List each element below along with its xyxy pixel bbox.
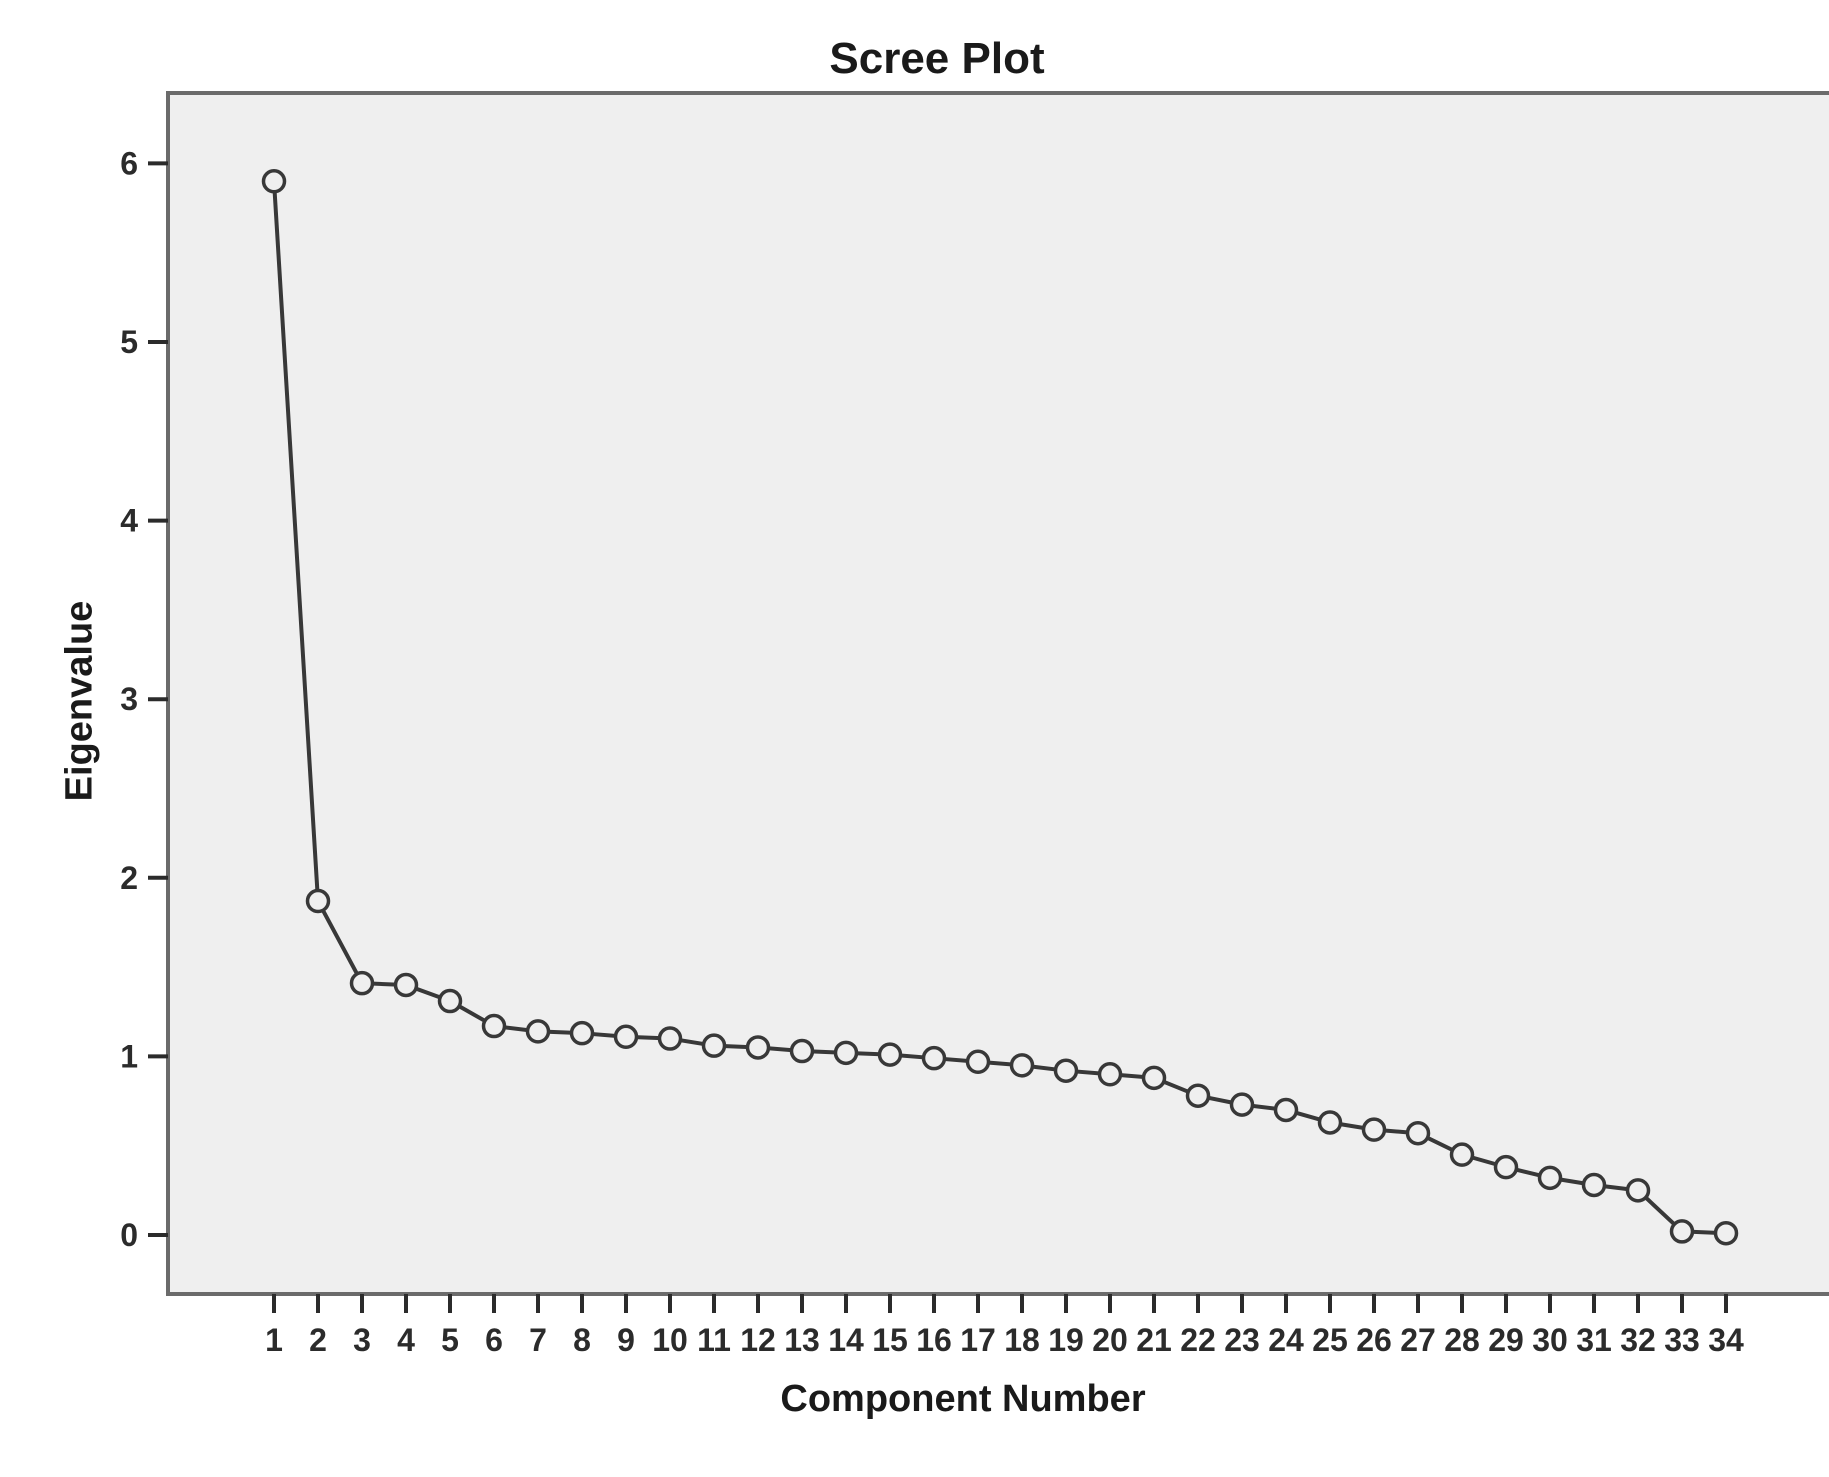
- data-point-marker: [745, 1035, 771, 1060]
- data-point-marker: [349, 970, 375, 996]
- data-point-marker: [1361, 1117, 1387, 1142]
- data-point-marker: [1449, 1142, 1475, 1167]
- x-tick-label: 8: [573, 1322, 591, 1358]
- data-point-marker: [305, 888, 331, 914]
- x-tick-label: 16: [916, 1322, 952, 1358]
- data-point-marker: [1097, 1062, 1123, 1087]
- x-tick-label: 29: [1488, 1322, 1524, 1358]
- data-point-marker: [1537, 1165, 1563, 1191]
- x-tick-label: 24: [1268, 1322, 1304, 1358]
- data-point-marker: [613, 1024, 639, 1050]
- data-point-marker: [701, 1033, 727, 1058]
- data-point-marker: [877, 1042, 903, 1067]
- data-point-marker: [1185, 1083, 1211, 1108]
- data-point-marker: [525, 1019, 551, 1044]
- data-point-marker: [965, 1049, 991, 1075]
- y-tick-label: 5: [120, 324, 138, 360]
- x-tick-label: 13: [784, 1322, 820, 1358]
- data-point-marker: [393, 972, 419, 998]
- x-tick-label: 4: [397, 1322, 415, 1358]
- scree-line: [272, 179, 1728, 1236]
- data-point-marker: [789, 1038, 815, 1064]
- x-tick-label: 30: [1532, 1322, 1568, 1358]
- data-point-marker: [921, 1045, 947, 1071]
- x-tick-label: 31: [1576, 1322, 1612, 1358]
- data-point-marker: [1317, 1110, 1343, 1135]
- x-tick-label: 23: [1224, 1322, 1260, 1358]
- data-point-marker: [1229, 1092, 1255, 1117]
- x-tick-label: 18: [1004, 1322, 1040, 1358]
- y-tick-label: 1: [120, 1038, 138, 1074]
- x-tick-label: 20: [1092, 1322, 1128, 1358]
- data-point-marker: [1581, 1172, 1607, 1198]
- data-point-marker: [1053, 1058, 1079, 1083]
- data-point-marker: [481, 1013, 507, 1039]
- data-point-marker: [437, 988, 463, 1014]
- x-tick-label: 7: [529, 1322, 547, 1358]
- scree-plot-figure: Scree Plot Eigenvalue 0 1 2 3 4 5 6 1 2 3 4 5 6 7 8 9 10…: [40, 16, 1829, 1461]
- x-tick-label: 22: [1180, 1322, 1216, 1358]
- data-point-marker: [1405, 1120, 1431, 1146]
- y-tick-label: 0: [120, 1217, 138, 1253]
- data-point-marker: [657, 1026, 683, 1051]
- x-tick-label: 5: [441, 1322, 459, 1358]
- data-point-marker: [569, 1020, 595, 1046]
- y-tick-label: 2: [120, 860, 138, 896]
- x-tick-label: 17: [960, 1322, 996, 1358]
- x-tick-label: 14: [828, 1322, 864, 1358]
- x-tick-label: 21: [1136, 1322, 1172, 1358]
- x-tick-label: 28: [1444, 1322, 1480, 1358]
- data-point-marker: [1009, 1053, 1035, 1078]
- data-point-marker: [1493, 1154, 1519, 1180]
- data-point-marker: [1273, 1097, 1299, 1123]
- data-point-marker: [1141, 1065, 1167, 1091]
- chart-title: Scree Plot: [829, 34, 1045, 83]
- x-tick-label: 26: [1356, 1322, 1392, 1358]
- x-tick-label: 19: [1048, 1322, 1084, 1358]
- plot-frame: [166, 91, 1829, 1296]
- x-tick-label: 33: [1664, 1322, 1700, 1358]
- data-point-marker: [1669, 1219, 1695, 1244]
- x-tick-label: 11: [697, 1322, 731, 1358]
- x-tick-label: 12: [740, 1322, 776, 1358]
- data-point-marker: [1713, 1220, 1739, 1246]
- data-point-marker: [1625, 1178, 1651, 1203]
- x-tick-label: 10: [652, 1322, 688, 1358]
- y-tick-label: 6: [120, 145, 138, 181]
- x-tick-label: 6: [485, 1322, 503, 1358]
- x-tick-label: 25: [1312, 1322, 1348, 1358]
- x-tick-label: 34: [1708, 1322, 1744, 1358]
- y-tick-label: 4: [120, 503, 138, 539]
- y-tick-label: 3: [120, 681, 138, 717]
- x-tick-label: 27: [1400, 1322, 1436, 1358]
- x-tick-label: 3: [353, 1322, 371, 1358]
- x-tick-label: 32: [1620, 1322, 1656, 1358]
- x-axis-label: Component Number: [780, 1378, 1146, 1420]
- data-point-marker: [261, 169, 287, 194]
- x-tick-label: 2: [309, 1322, 327, 1358]
- x-tick-label: 9: [617, 1322, 635, 1358]
- x-tick-label: 1: [265, 1322, 283, 1358]
- x-tick-label: 15: [872, 1322, 908, 1358]
- data-point-marker: [833, 1040, 859, 1066]
